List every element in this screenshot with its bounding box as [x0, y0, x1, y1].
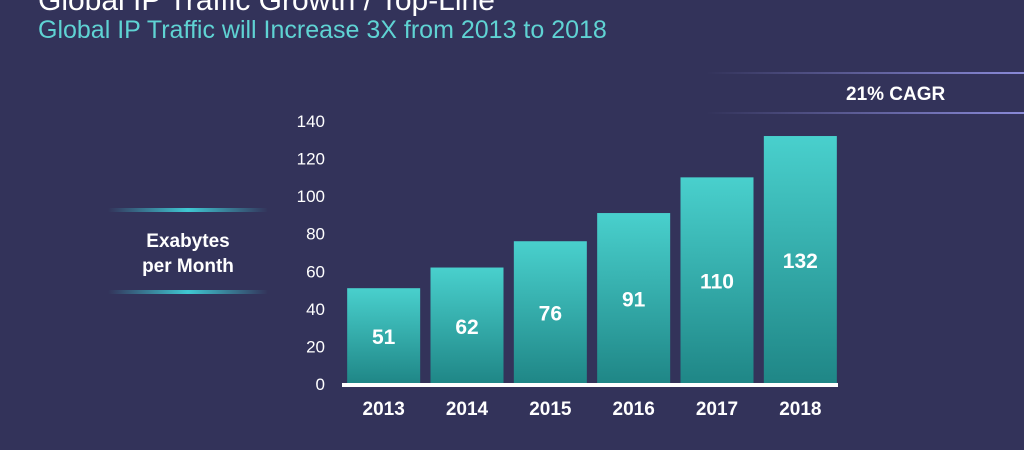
unit-bottom-rule [108, 290, 268, 294]
bars: 51 62 76 91 110 132 [342, 136, 838, 387]
slide-subtitle: Global IP Traffic will Increase 3X from … [38, 16, 607, 44]
y-tick-label: 20 [306, 337, 325, 356]
slide-title: Global IP Traffic Growth / Top-Line [38, 0, 495, 17]
unit-label-line2: per Month [142, 256, 234, 277]
x-tick-label: 2017 [696, 399, 738, 420]
y-tick-label: 120 [297, 150, 325, 169]
x-axis: 2013 2014 2015 2016 2017 2018 [363, 399, 822, 420]
cagr-label: 21% CAGR [846, 84, 946, 105]
y-tick-label: 140 [297, 112, 325, 131]
cagr-bottom-rule [706, 112, 1024, 114]
x-tick-label: 2013 [363, 399, 405, 420]
bar-value-label: 62 [455, 316, 478, 339]
y-tick-label: 80 [306, 225, 325, 244]
y-axis-unit-label: Exabytes per Month [108, 229, 268, 279]
bar-value-label: 76 [539, 303, 562, 326]
unit-top-rule [108, 208, 268, 212]
cagr-top-rule [706, 72, 1024, 74]
y-tick-label: 0 [316, 375, 325, 394]
unit-label-line1: Exabytes [146, 231, 230, 252]
bar-value-label: 51 [372, 326, 396, 349]
bar [763, 136, 837, 384]
x-tick-label: 2018 [779, 399, 821, 420]
bar [430, 267, 504, 384]
y-axis: 0 20 40 60 80 100 120 140 [297, 112, 325, 394]
y-tick-label: 40 [306, 300, 325, 319]
x-tick-label: 2016 [613, 399, 655, 420]
cagr-banner: 21% CAGR [706, 70, 1024, 114]
x-tick-label: 2015 [529, 399, 572, 420]
x-tick-label: 2014 [446, 399, 489, 420]
bar-value-label: 110 [700, 271, 734, 294]
bar [680, 177, 754, 384]
unit-label-box: Exabytes per Month [108, 205, 268, 297]
y-tick-label: 60 [306, 262, 325, 281]
y-tick-label: 100 [297, 187, 325, 206]
bar [597, 213, 671, 384]
bar [513, 241, 587, 384]
bar-value-label: 91 [622, 289, 646, 312]
bar-value-label: 132 [783, 250, 818, 273]
bar [347, 288, 421, 384]
